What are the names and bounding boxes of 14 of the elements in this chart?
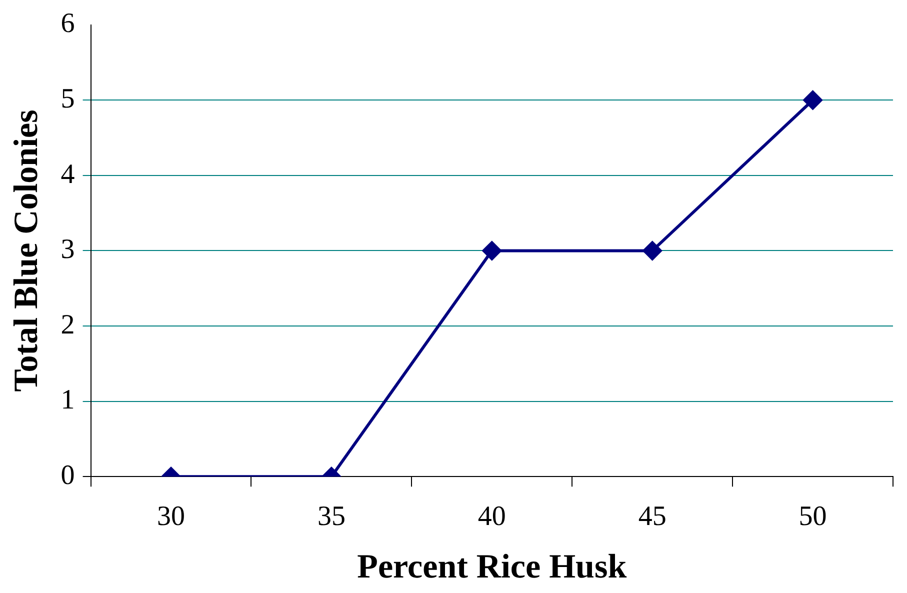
y-tick-label: 2 [60,309,75,340]
x-tick-label: 30 [157,500,186,532]
x-tick-label: 35 [317,500,346,532]
x-axis-title: Percent Rice Husk [357,548,627,586]
x-tick-label: 50 [798,500,827,532]
y-tick-label: 3 [60,234,75,266]
y-tick-label: 1 [60,384,75,416]
x-tick-label: 40 [478,500,506,532]
y-tick-label: 6 [60,8,75,40]
x-tick-label: 45 [638,500,666,532]
y-tick-label: 4 [60,158,75,190]
y-axis-title: Total Blue Colonies [8,110,46,392]
y-tick-label: 5 [60,83,75,114]
y-tick-label: 0 [60,460,75,491]
